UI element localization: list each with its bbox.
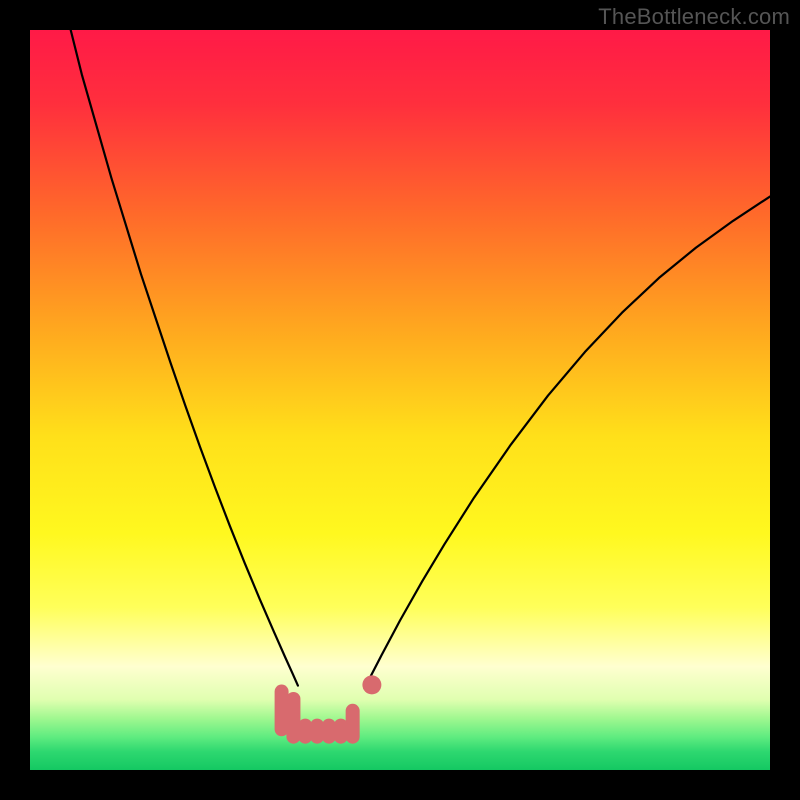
plot-area [30, 30, 770, 770]
chart-frame: TheBottleneck.com [0, 0, 800, 800]
chart-svg [30, 30, 770, 770]
watermark-text: TheBottleneck.com [598, 4, 790, 30]
